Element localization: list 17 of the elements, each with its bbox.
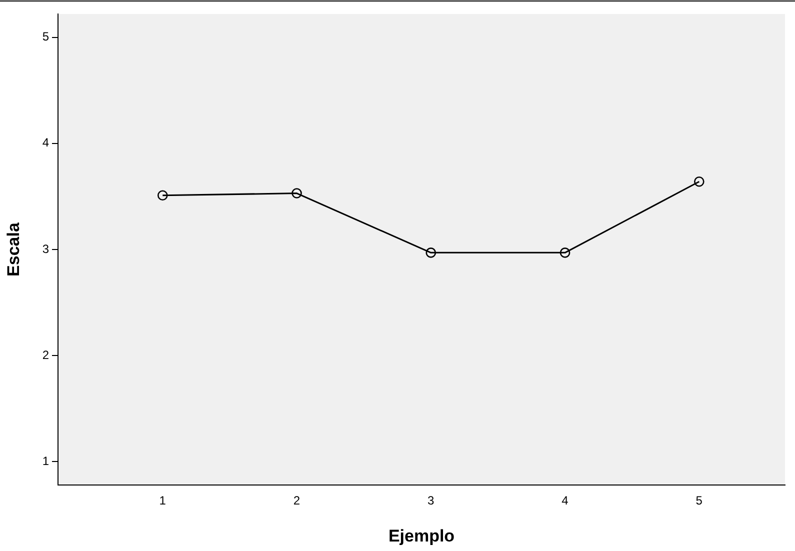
y-axis-title: Escala xyxy=(4,222,23,276)
x-tick-label: 4 xyxy=(562,494,569,508)
x-tick-label: 2 xyxy=(293,494,300,508)
point xyxy=(426,248,436,258)
y-tick-label: 3 xyxy=(42,242,50,256)
x-tick-label: 3 xyxy=(428,494,435,508)
point xyxy=(694,176,704,187)
y-tick-label: 2 xyxy=(42,348,50,362)
y-tick-label: 4 xyxy=(42,136,50,150)
point xyxy=(157,190,168,201)
point xyxy=(560,248,570,258)
x-tick-label: 5 xyxy=(696,494,703,508)
point xyxy=(292,188,302,198)
x-axis-title: Ejemplo xyxy=(388,526,455,546)
y-tick-label: 5 xyxy=(42,30,50,44)
x-tick-label: 1 xyxy=(159,494,166,508)
y-tick-label: 1 xyxy=(42,454,50,468)
